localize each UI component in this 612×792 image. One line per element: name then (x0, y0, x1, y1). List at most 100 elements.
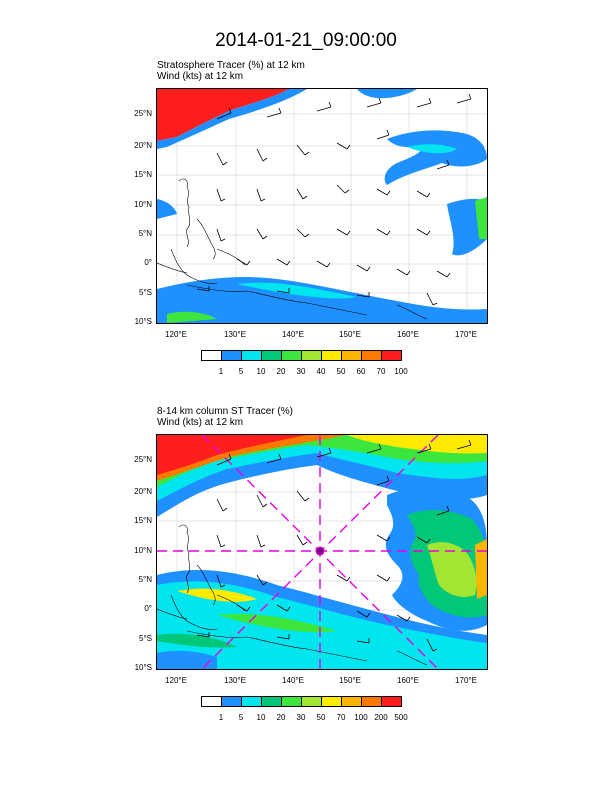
panel1-cb-label: 20 (276, 367, 286, 376)
panel2-tracer-lightgreen-east (427, 542, 477, 597)
panel1-cb-label: 30 (296, 367, 306, 376)
panel2-lat-label-25n: 25°N (134, 455, 152, 464)
panel2-lat-label-10s: 10°S (134, 663, 152, 672)
panel1-tracer-green-se (475, 197, 487, 239)
panel2-colorbar-box (241, 696, 262, 707)
panel1-colorbar-box (221, 350, 242, 361)
panel1-cb-label: 10 (256, 367, 266, 376)
panel2-storm-center-marker (315, 546, 325, 556)
panel2-tracer-blue-southwest (157, 650, 217, 669)
panel1-lat-label-5s: 5°S (139, 288, 152, 297)
panel2-lon-label-160e: 160°E (397, 676, 419, 685)
panel2-cb-label: 1 (218, 713, 224, 722)
panel2-lat-label-5n: 5°N (138, 575, 152, 584)
panel2-lon-label-140e: 140°E (282, 676, 304, 685)
panel1-cb-label: 50 (336, 367, 346, 376)
panel2-wind-barbs (196, 439, 472, 652)
panel2-cb-label: 70 (336, 713, 346, 722)
panel2-cb-label: 200 (374, 713, 388, 722)
panel1-lon-label-140e: 140°E (282, 330, 304, 339)
panel1-lon-label-160e: 160°E (397, 330, 419, 339)
panel2-tracer-yellow-north (347, 435, 487, 454)
panel2-cb-label: 50 (316, 713, 326, 722)
panel1-lon-label-170e: 170°E (455, 330, 477, 339)
panel2-colorbar-box (301, 696, 322, 707)
panel1-tracer-cyan-south (237, 282, 357, 299)
panel1-tracer-red-region (157, 89, 289, 141)
panel1-colorbar-box (341, 350, 362, 361)
panel1-lon-label-130e: 130°E (224, 330, 246, 339)
panel2-colorbar-box (281, 696, 302, 707)
panel1-cb-label: 100 (394, 367, 408, 376)
page-title: 2014-01-21_09:00:00 (215, 30, 397, 51)
panel2-map-svg (157, 435, 487, 669)
panel2-lat-label-5s: 5°S (139, 634, 152, 643)
panel1-cb-label: 60 (356, 367, 366, 376)
panel1-colorbar-box (261, 350, 282, 361)
panel1-colorbar (201, 350, 402, 361)
panel2-colorbar-box (261, 696, 282, 707)
panel1-tracer-blue-fringe (157, 89, 307, 149)
panel1-lon-label-120e: 120°E (165, 330, 187, 339)
panel1-lat-label-10s: 10°S (134, 317, 152, 326)
panel2-cb-label: 500 (394, 713, 408, 722)
panel1-colorbar-box (201, 350, 222, 361)
panel1-lat-label-5n: 5°N (138, 229, 152, 238)
panel1-colorbar-box (301, 350, 322, 361)
panel1-map (156, 88, 488, 324)
panel2-tracer-green-southwest (157, 633, 237, 648)
panel2-colorbar-box (201, 696, 222, 707)
panel2-colorbar-box (221, 696, 242, 707)
panel1-lat-label-15n: 15°N (134, 170, 152, 179)
panel2-colorbar (201, 696, 402, 707)
panel1-colorbar-box (381, 350, 402, 361)
panel2-cb-label: 5 (238, 713, 244, 722)
panel1-tracer-blue-south (157, 277, 487, 323)
panel2-lat-label-0: 0° (144, 604, 152, 613)
panel1-wind-barbs (196, 93, 472, 306)
panel1-title-line2: Wind (kts) at 12 km (157, 71, 244, 82)
panel2-lat-label-15n: 15°N (134, 516, 152, 525)
panel1-lon-label-150e: 150°E (339, 330, 361, 339)
panel1-colorbar-box (321, 350, 342, 361)
panel2-cb-label: 20 (276, 713, 286, 722)
panel2-tracer-green-south (217, 613, 337, 633)
panel1-cb-label: 1 (218, 367, 224, 376)
panel2-lon-label-150e: 150°E (339, 676, 361, 685)
panel2-lat-label-20n: 20°N (134, 487, 152, 496)
panel1-colorbar-box (241, 350, 262, 361)
panel1-map-svg (157, 89, 487, 323)
panel2-cb-label: 30 (296, 713, 306, 722)
panel1-tracer-cyan-east (407, 144, 457, 154)
panel2-tracer-orange-east (475, 539, 487, 599)
panel1-tracer-blue-east (384, 130, 487, 185)
panel1-tracer-blue-top (357, 89, 417, 99)
panel2-colorbar-box (341, 696, 362, 707)
panel2-colorbar-box (381, 696, 402, 707)
panel1-colorbar-box (361, 350, 382, 361)
panel1-cb-label: 40 (316, 367, 326, 376)
panel2-tracer-cyan-south (157, 581, 487, 669)
panel2-lon-label-170e: 170°E (455, 676, 477, 685)
panel1-cb-label: 5 (238, 367, 244, 376)
panel2-title-line2: Wind (kts) at 12 km (157, 417, 244, 428)
panel1-tracer-green-south (167, 311, 217, 323)
panel2-lon-label-120e: 120°E (165, 676, 187, 685)
panel2-title-line1: 8-14 km column ST Tracer (%) (157, 406, 293, 417)
panel1-lat-label-10n: 10°N (134, 200, 152, 209)
panel1-lat-label-25n: 25°N (134, 109, 152, 118)
panel2-tracer-red-north (157, 435, 307, 475)
panel2-colorbar-box (361, 696, 382, 707)
panel1-cb-label: 70 (376, 367, 386, 376)
panel1-tracer-blue-west (157, 199, 177, 219)
panel2-coastlines (157, 524, 428, 666)
panel2-map (156, 434, 488, 670)
panel2-cb-label: 100 (354, 713, 368, 722)
panel2-colorbar-box (321, 696, 342, 707)
panel1-title-line1: Stratosphere Tracer (%) at 12 km (157, 60, 305, 71)
panel1-colorbar-box (281, 350, 302, 361)
panel1-lat-label-20n: 20°N (134, 141, 152, 150)
panel2-lon-label-130e: 130°E (224, 676, 246, 685)
panel1-coastlines (157, 178, 428, 320)
panel2-lat-label-10n: 10°N (134, 546, 152, 555)
